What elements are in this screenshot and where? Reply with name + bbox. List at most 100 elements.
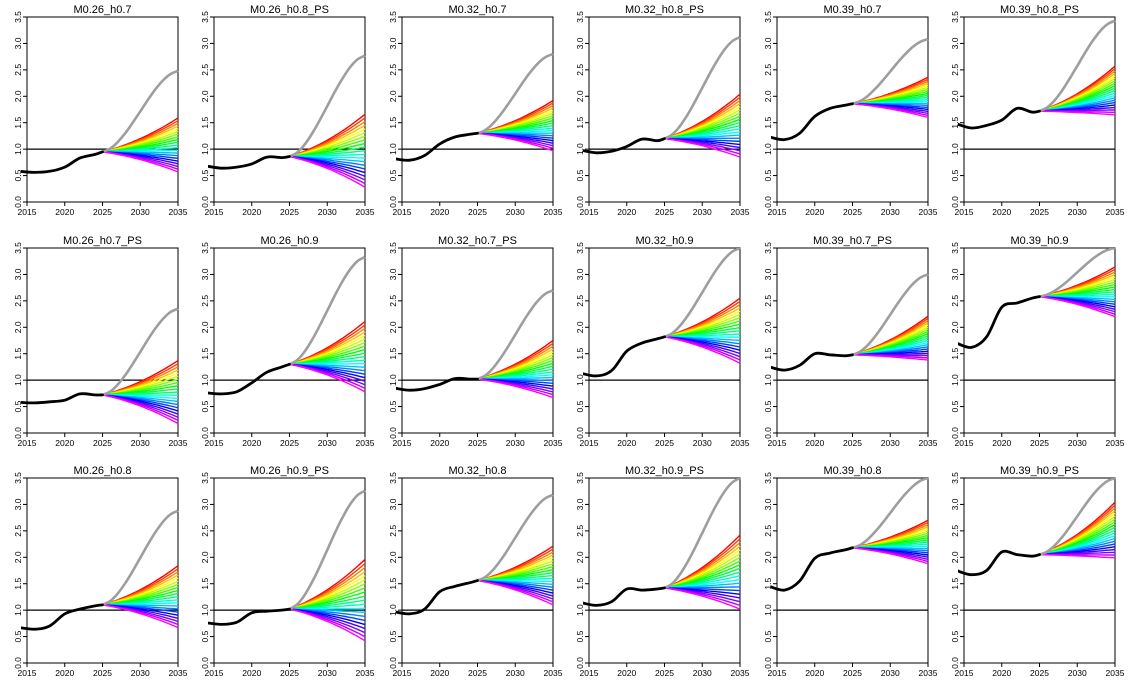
- y-tick-label: 2.5: [575, 64, 585, 76]
- x-tick-label: 2025: [280, 438, 299, 448]
- panel-title: M0.32_h0.7_PS: [438, 235, 517, 247]
- x-tick-label: 2035: [544, 207, 563, 217]
- x-tick-label: 2035: [1106, 207, 1125, 217]
- plot-frame: [213, 16, 366, 203]
- y-tick-label: 2.5: [763, 64, 773, 76]
- y-tick-label: 1.5: [763, 117, 773, 129]
- y-tick-label: 3.0: [13, 268, 23, 280]
- y-tick-label: 3.5: [575, 11, 585, 23]
- x-tick-label: 2015: [768, 207, 787, 217]
- y-tick-label: 0.5: [950, 169, 960, 181]
- panel: M0.39_h0.9 0.0 0.5 1.0 1.5 2.0 2.5 3.0 3.5 2015 20…: [950, 235, 1125, 448]
- y-tick-label: 1.5: [763, 348, 773, 360]
- x-tick-label: 2025: [655, 668, 674, 678]
- y-tick-label: 1.0: [13, 374, 23, 386]
- y-tick-label: 3.0: [13, 37, 23, 49]
- plot-area: [208, 489, 366, 642]
- high-projection-line: [1038, 19, 1116, 113]
- x-tick-label: 2025: [93, 668, 112, 678]
- y-tick-label: 0.0: [13, 196, 23, 208]
- x-tick-label: 2035: [919, 207, 938, 217]
- historical-line: [21, 150, 104, 174]
- historical-line: [958, 549, 1041, 577]
- historical-line: [771, 546, 854, 592]
- y-tick-label: 1.0: [13, 604, 23, 616]
- y-tick-label: 1.5: [388, 578, 398, 590]
- x-tick-label: 2015: [18, 207, 37, 217]
- x-tick-label: 2020: [55, 438, 74, 448]
- x-tick-label: 2025: [468, 668, 487, 678]
- scenario-line: [852, 354, 929, 361]
- y-tick-label: 2.5: [763, 525, 773, 537]
- y-tick-label: 1.5: [13, 348, 23, 360]
- y-tick-label: 3.5: [763, 242, 773, 254]
- scenario-line: [1039, 553, 1116, 559]
- x-tick-label: 2025: [655, 438, 674, 448]
- historical-line: [771, 351, 854, 372]
- panel-title: M0.39_h0.8_PS: [1000, 4, 1079, 16]
- x-tick-label: 2025: [843, 207, 862, 217]
- panel-title: M0.39_h0.7: [823, 4, 881, 16]
- plot-frame: [588, 16, 741, 203]
- y-tick-label: 3.0: [763, 268, 773, 280]
- y-tick-label: 0.0: [950, 657, 960, 669]
- plot-area: [583, 35, 741, 158]
- plot-area: [583, 248, 741, 381]
- x-tick-label: 2015: [393, 668, 412, 678]
- plot-area: [958, 248, 1116, 381]
- y-tick-label: 2.0: [200, 90, 210, 102]
- y-tick-label: 3.0: [13, 498, 23, 510]
- y-tick-label: 2.5: [13, 64, 23, 76]
- y-tick-label: 2.0: [763, 321, 773, 333]
- x-tick-label: 2030: [506, 668, 525, 678]
- plot-area: [396, 52, 554, 162]
- panel: M0.26_h0.7_PS 0.0 0.5 1.0 1.5 2.0 2.5 3.0 3.5 201…: [13, 235, 188, 448]
- y-tick-label: 0.5: [13, 630, 23, 642]
- panel-title: M0.32_h0.9_PS: [625, 465, 704, 477]
- y-tick-label: 3.5: [950, 472, 960, 484]
- y-tick-label: 2.0: [950, 90, 960, 102]
- y-tick-label: 1.5: [575, 117, 585, 129]
- y-tick-label: 2.0: [13, 551, 23, 563]
- x-tick-label: 2020: [430, 668, 449, 678]
- historical-line: [958, 106, 1041, 130]
- scenario-line: [852, 103, 929, 119]
- y-tick-label: 3.5: [13, 242, 23, 254]
- high-projection-line: [102, 69, 179, 154]
- x-tick-label: 2020: [242, 207, 261, 217]
- x-tick-label: 2030: [1068, 207, 1087, 217]
- x-tick-label: 2030: [318, 207, 337, 217]
- x-tick-label: 2020: [242, 668, 261, 678]
- x-tick-label: 2015: [205, 668, 224, 678]
- y-tick-label: 0.0: [388, 196, 398, 208]
- x-tick-label: 2035: [169, 207, 188, 217]
- x-tick-label: 2025: [280, 668, 299, 678]
- y-tick-label: 0.0: [575, 657, 585, 669]
- x-tick-label: 2020: [242, 438, 261, 448]
- high-projection-line: [663, 35, 741, 140]
- high-projection-line: [102, 307, 179, 397]
- y-tick-label: 0.0: [575, 427, 585, 439]
- y-tick-label: 0.0: [763, 196, 773, 208]
- y-tick-label: 3.0: [388, 498, 398, 510]
- x-tick-label: 2030: [693, 668, 712, 678]
- plot-frame: [213, 477, 366, 664]
- panel: M0.32_h0.8 0.0 0.5 1.0 1.5 2.0 2.5 3.0 3.5 2015 20…: [388, 465, 563, 678]
- scenario-line: [477, 579, 554, 606]
- x-tick-label: 2035: [356, 668, 375, 678]
- y-tick-label: 3.5: [575, 242, 585, 254]
- y-tick-label: 0.0: [200, 427, 210, 439]
- panel-title: M0.32_h0.8: [448, 465, 506, 477]
- y-tick-label: 0.5: [950, 630, 960, 642]
- x-tick-label: 2035: [731, 207, 750, 217]
- x-tick-label: 2030: [131, 668, 150, 678]
- panel: M0.32_h0.7_PS 0.0 0.5 1.0 1.5 2.0 2.5 3.0 3.5 201…: [388, 235, 563, 448]
- x-tick-label: 2030: [1068, 668, 1087, 678]
- y-tick-label: 2.0: [200, 321, 210, 333]
- y-tick-label: 2.5: [388, 64, 398, 76]
- x-tick-label: 2025: [1030, 207, 1049, 217]
- y-tick-label: 1.0: [200, 604, 210, 616]
- panel-title: M0.39_h0.9_PS: [1000, 465, 1079, 477]
- panel: M0.39_h0.8 0.0 0.5 1.0 1.5 2.0 2.5 3.0 3.5 2015 20…: [763, 465, 938, 678]
- plot-area: [21, 307, 179, 425]
